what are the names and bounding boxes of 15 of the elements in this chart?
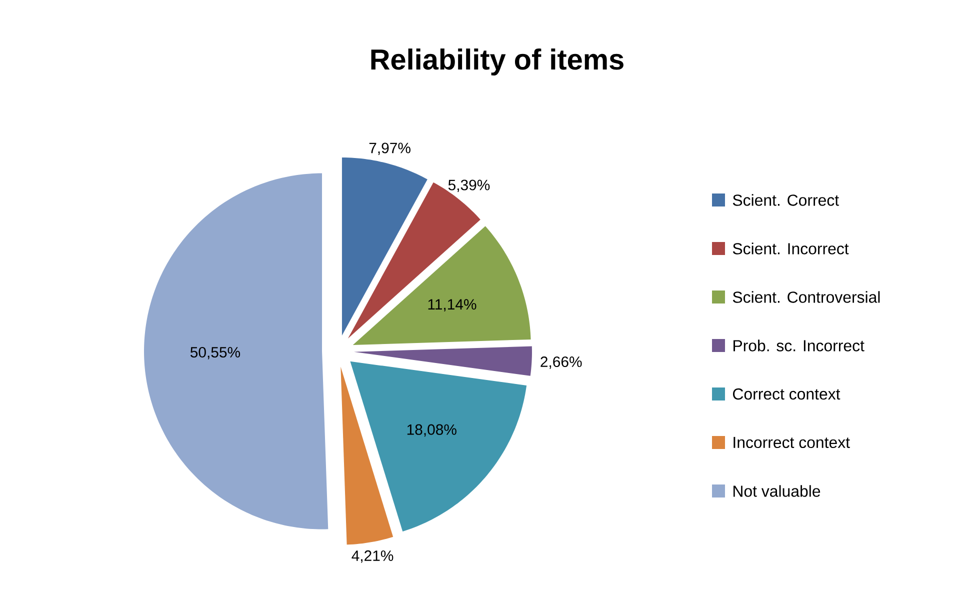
data-label: 2,66% (540, 356, 582, 369)
data-label: 7,97% (369, 142, 410, 156)
legend-label: Scient. Correct (732, 194, 839, 206)
legend-label: Incorrect context (734, 436, 850, 448)
legend-label: Correct context (733, 388, 840, 400)
data-label: 5,39% (448, 180, 490, 192)
data-label: 11,14% (428, 299, 476, 312)
legend-label: Scient. Controversial (732, 291, 880, 303)
data-label: 50,55% (190, 346, 240, 360)
legend-label: Not valuable (734, 485, 820, 497)
data-label: 4,21% (352, 550, 394, 563)
chart-title: Reliability of items (371, 48, 624, 76)
legend-label: Prob. sc. Incorrect (734, 340, 864, 352)
data-label: 18,08% (407, 424, 456, 437)
legend-label: Scient. Incorrect (732, 242, 849, 254)
